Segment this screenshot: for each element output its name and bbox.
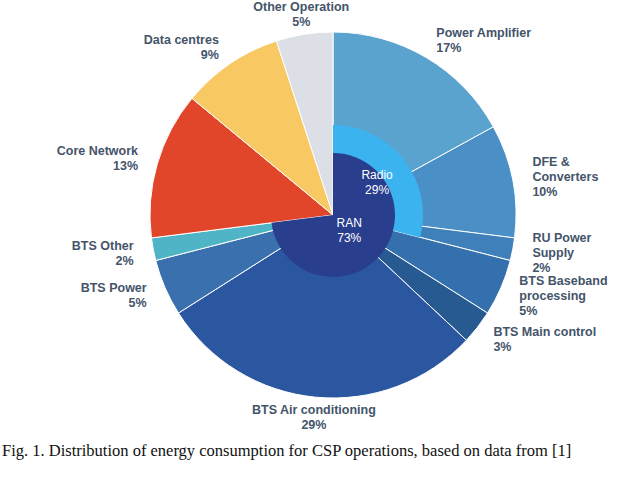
group-value: 29%	[365, 183, 389, 197]
slices	[150, 32, 516, 398]
slice-label-line: BTS Air conditioning	[252, 403, 376, 417]
slice-value: 5%	[292, 15, 310, 29]
slice-label-line: DFE &	[532, 155, 570, 169]
slice-value: 5%	[129, 296, 147, 310]
labels: Power Amplifier17% DFE &Converters10% RU P…	[57, 0, 608, 432]
slice-label-line: BTS Other	[72, 239, 134, 253]
slice-label-line: Power Amplifier	[436, 26, 531, 40]
slice-label: Other Operation	[253, 0, 349, 14]
slice-label-line: RU Power	[532, 231, 591, 245]
slice-label: Data centres	[144, 33, 219, 47]
slice-value: 13%	[113, 159, 138, 173]
slice-label-line: Supply	[532, 246, 574, 260]
slice-label: Power Amplifier	[436, 26, 531, 40]
caption: Fig. 1. Distribution of energy consumpti…	[2, 440, 638, 462]
slice-label-line: Data centres	[144, 33, 219, 47]
slice-value: 17%	[436, 41, 461, 55]
slice-label-line: BTS Baseband	[519, 274, 607, 288]
slice-label-line: processing	[519, 289, 586, 303]
slice-label-line: Other Operation	[253, 0, 349, 14]
slice-label: BTS Air conditioning	[252, 403, 376, 417]
chart: Power Amplifier17% DFE &Converters10% RU P…	[0, 0, 640, 440]
slice-label: RU PowerSupply	[532, 231, 591, 260]
group-value: 73%	[337, 231, 361, 245]
group-label: Radio	[361, 168, 393, 182]
slice-label: BTS Other	[72, 239, 134, 253]
slice-label: BTS Main control	[493, 325, 596, 339]
slice-label-line: BTS Main control	[493, 325, 596, 339]
slice-label-line: Converters	[532, 170, 598, 184]
slice-value: 2%	[116, 254, 134, 268]
slice-value: 10%	[532, 185, 557, 199]
slice-value: 29%	[301, 418, 326, 432]
slice-label: BTS Basebandprocessing	[519, 274, 607, 303]
group-wedge	[271, 153, 395, 277]
slice-label-line: Core Network	[57, 144, 138, 158]
slice-value: 3%	[493, 340, 511, 354]
slice	[276, 32, 333, 215]
slice-label-line: BTS Power	[81, 281, 147, 295]
slice-label: Core Network	[57, 144, 138, 158]
group-label: RAN	[337, 216, 362, 230]
slice-value: 9%	[201, 48, 219, 62]
slice-value: 5%	[519, 304, 537, 318]
slice-label: BTS Power	[81, 281, 147, 295]
slice-label: DFE &Converters	[532, 155, 598, 184]
